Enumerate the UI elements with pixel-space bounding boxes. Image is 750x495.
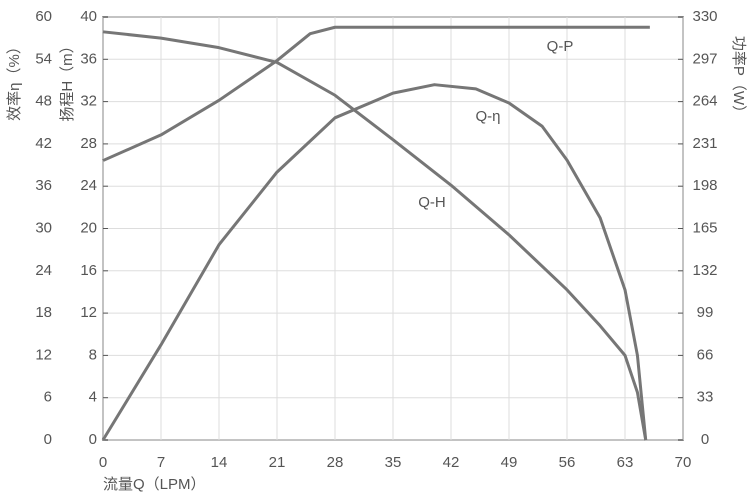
x-tick-label: 49 (501, 454, 518, 471)
curve-label: Q-η (475, 108, 500, 125)
efficiency-tick-label: 6 (44, 389, 52, 406)
x-tick-label: 70 (675, 454, 692, 471)
head-axis-title: 扬程H（m） (59, 38, 76, 121)
power-tick-label: 198 (692, 177, 717, 194)
power-tick-label: 132 (692, 262, 717, 279)
head-tick-label: 32 (80, 93, 97, 110)
head-tick-label: 12 (80, 304, 97, 321)
power-tick-label: 165 (692, 219, 717, 236)
x-tick-label: 35 (385, 454, 402, 471)
head-tick-label: 16 (80, 262, 97, 279)
efficiency-tick-label: 54 (35, 50, 52, 67)
x-tick-label: 21 (269, 454, 286, 471)
head-tick-label: 8 (89, 346, 97, 363)
curve-label: Q-P (547, 38, 574, 55)
head-tick-label: 28 (80, 135, 97, 152)
head-tick-label: 4 (89, 389, 97, 406)
efficiency-tick-label: 48 (35, 93, 52, 110)
power-tick-label: 231 (692, 135, 717, 152)
efficiency-tick-label: 30 (35, 219, 52, 236)
x-axis-title: 流量Q（LPM） (103, 476, 206, 493)
head-tick-label: 40 (80, 8, 97, 25)
curve-label: Q-H (418, 194, 446, 211)
efficiency-tick-label: 12 (35, 346, 52, 363)
x-tick-label: 56 (559, 454, 576, 471)
head-tick-label: 24 (80, 177, 97, 194)
curve (102, 25, 650, 162)
power-tick-label: 264 (692, 93, 717, 110)
x-tick-label: 0 (99, 454, 107, 471)
head-tick-label: 0 (89, 431, 97, 448)
head-tick-label: 20 (80, 219, 97, 236)
efficiency-tick-label: 0 (44, 431, 52, 448)
curve (102, 30, 648, 441)
power-tick-label: 33 (697, 389, 714, 406)
power-tick-label: 297 (692, 50, 717, 67)
power-tick-label: 66 (697, 346, 714, 363)
x-tick-label: 14 (211, 454, 228, 471)
efficiency-axis-title: 效率η（%） (6, 39, 23, 121)
power-tick-label: 0 (701, 431, 709, 448)
efficiency-tick-label: 36 (35, 177, 52, 194)
head-tick-label: 36 (80, 50, 97, 67)
x-tick-label: 7 (157, 454, 165, 471)
efficiency-tick-label: 42 (35, 135, 52, 152)
power-tick-label: 330 (692, 8, 717, 25)
power-axis-title: 功率P（W） (730, 36, 747, 120)
x-tick-label: 28 (327, 454, 344, 471)
efficiency-tick-label: 60 (35, 8, 52, 25)
x-tick-label: 42 (443, 454, 460, 471)
power-tick-label: 99 (697, 304, 714, 321)
x-tick-label: 63 (617, 454, 634, 471)
curve (101, 83, 648, 441)
efficiency-tick-label: 24 (35, 262, 52, 279)
efficiency-tick-label: 18 (35, 304, 52, 321)
